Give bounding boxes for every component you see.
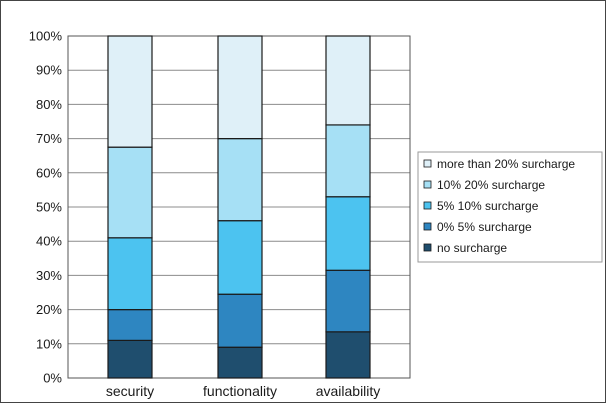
bar-segment <box>107 309 153 341</box>
bar-segment <box>107 237 153 311</box>
bar-segment <box>325 331 371 379</box>
legend-swatch <box>423 201 432 210</box>
y-axis-ticks: 0% 10% 20% 30% 40% 50% 60% 70% 80% 90% 100% <box>29 29 63 386</box>
y-tick-label: 30% <box>36 268 62 283</box>
bar-segment <box>217 138 263 222</box>
bar-segment <box>325 196 371 271</box>
y-tick-label: 70% <box>36 131 62 146</box>
legend-swatch <box>423 222 432 231</box>
legend-label: no surcharge <box>437 241 507 255</box>
bar-segment <box>217 346 263 379</box>
y-tick-label: 100% <box>29 29 63 44</box>
x-category-label: availability <box>316 383 381 399</box>
y-tick-label: 40% <box>36 234 62 249</box>
legend-swatch <box>423 243 432 252</box>
bar-segment <box>107 146 153 239</box>
bar-segment <box>107 35 153 148</box>
bar-segment <box>217 35 263 140</box>
bar-segment <box>325 269 371 333</box>
bars <box>107 35 371 379</box>
legend-swatch <box>423 159 432 168</box>
legend: more than 20% surcharge 10% 20% surcharge… <box>417 151 603 263</box>
y-tick-label: 50% <box>36 200 62 215</box>
legend-box <box>417 151 603 263</box>
legend-label: 5% 10% surcharge <box>437 199 539 213</box>
y-tick-label: 10% <box>36 336 62 351</box>
y-tick-label: 60% <box>36 165 62 180</box>
bar-segment <box>325 35 371 126</box>
x-category-label: functionality <box>203 383 277 399</box>
y-tick-label: 80% <box>36 97 62 112</box>
x-axis-categories: security functionality availability <box>106 383 380 399</box>
bar-segment <box>107 339 153 379</box>
x-category-label: security <box>106 383 154 399</box>
legend-label: more than 20% surcharge <box>437 157 575 171</box>
bar-segment <box>217 293 263 348</box>
bar-segment <box>217 220 263 295</box>
legend-label: 10% 20% surcharge <box>437 178 545 192</box>
bar-segment <box>325 124 371 198</box>
y-tick-label: 20% <box>36 302 62 317</box>
y-tick-label: 0% <box>43 371 62 386</box>
y-tick-label: 90% <box>36 63 62 78</box>
legend-swatch <box>423 180 432 189</box>
legend-label: 0% 5% surcharge <box>437 220 532 234</box>
